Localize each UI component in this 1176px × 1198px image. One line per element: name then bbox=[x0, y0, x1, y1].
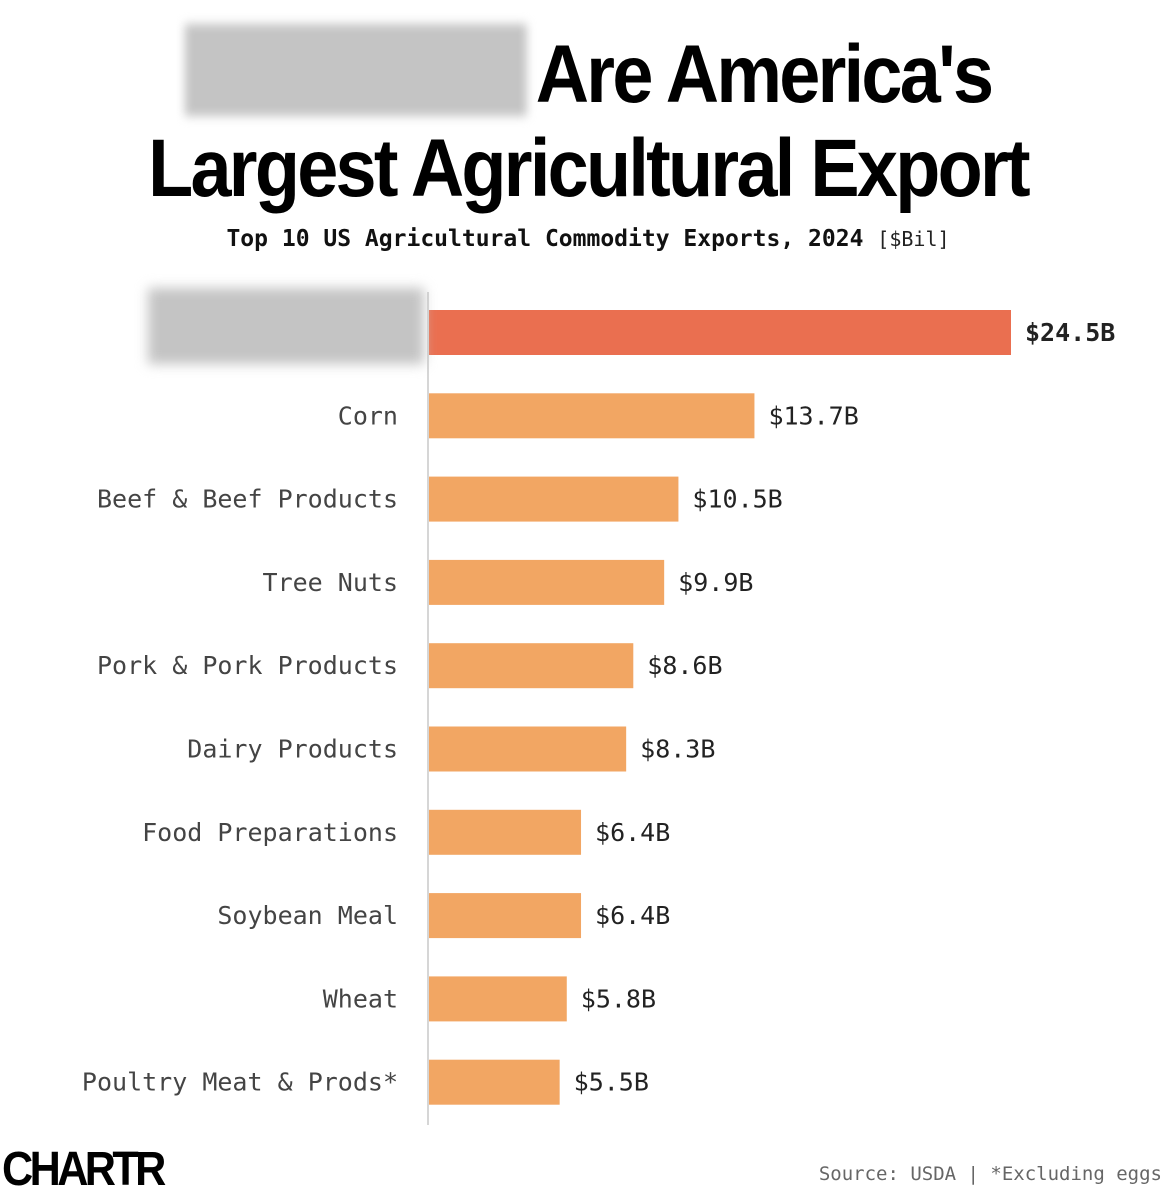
value-label-0: $24.5B bbox=[1025, 318, 1115, 347]
title-line1-text: Are America's bbox=[535, 29, 994, 120]
category-label-1: Corn bbox=[338, 401, 398, 430]
value-label-8: $5.8B bbox=[581, 984, 656, 1013]
chart-subtitle: Top 10 US Agricultural Commodity Exports… bbox=[0, 226, 1176, 252]
bar-chart: $24.5B Corn $13.7B Beef & Beef Products $10.… bbox=[82, 292, 1115, 1125]
value-label-3: $9.9B bbox=[678, 568, 753, 597]
bar-4 bbox=[429, 643, 634, 689]
category-label-3: Tree Nuts bbox=[263, 568, 398, 597]
source-note: Source: USDA | *Excluding eggs bbox=[818, 1163, 1162, 1185]
value-label-1: $13.7B bbox=[768, 401, 858, 430]
redacted-top-category bbox=[148, 288, 424, 364]
category-label-9: Poultry Meat & Prods* bbox=[82, 1068, 398, 1097]
category-label-5: Dairy Products bbox=[187, 735, 398, 764]
redacted-title-word bbox=[184, 24, 527, 116]
value-label-6: $6.4B bbox=[595, 818, 670, 847]
chartr-logo: CHARTR bbox=[2, 1143, 166, 1196]
value-label-4: $8.6B bbox=[647, 651, 722, 680]
category-label-4: Pork & Pork Products bbox=[97, 651, 398, 680]
category-label-6: Food Preparations bbox=[142, 818, 398, 847]
bar-3 bbox=[429, 559, 665, 605]
value-label-9: $5.5B bbox=[574, 1068, 649, 1097]
bar-6 bbox=[429, 809, 582, 855]
bar-5 bbox=[429, 726, 627, 772]
subtitle-unit: [$Bil] bbox=[877, 227, 950, 251]
category-label-2: Beef & Beef Products bbox=[97, 485, 398, 514]
bar-0 bbox=[429, 310, 1011, 355]
bar-1 bbox=[429, 393, 755, 439]
category-label-7: Soybean Meal bbox=[217, 901, 398, 930]
category-label-8: Wheat bbox=[323, 984, 398, 1013]
value-label-2: $10.5B bbox=[692, 485, 782, 514]
value-label-5: $8.3B bbox=[640, 735, 715, 764]
bar-2 bbox=[429, 476, 679, 522]
bar-7 bbox=[429, 893, 582, 939]
bar-9 bbox=[429, 1059, 560, 1105]
chart-title-line2: Largest Agricultural Export bbox=[148, 123, 1031, 214]
bar-8 bbox=[429, 976, 567, 1022]
value-label-7: $6.4B bbox=[595, 901, 670, 930]
chart-title-line1: Are America's bbox=[59, 24, 1117, 116]
subtitle-text: Top 10 US Agricultural Commodity Exports… bbox=[226, 226, 864, 252]
